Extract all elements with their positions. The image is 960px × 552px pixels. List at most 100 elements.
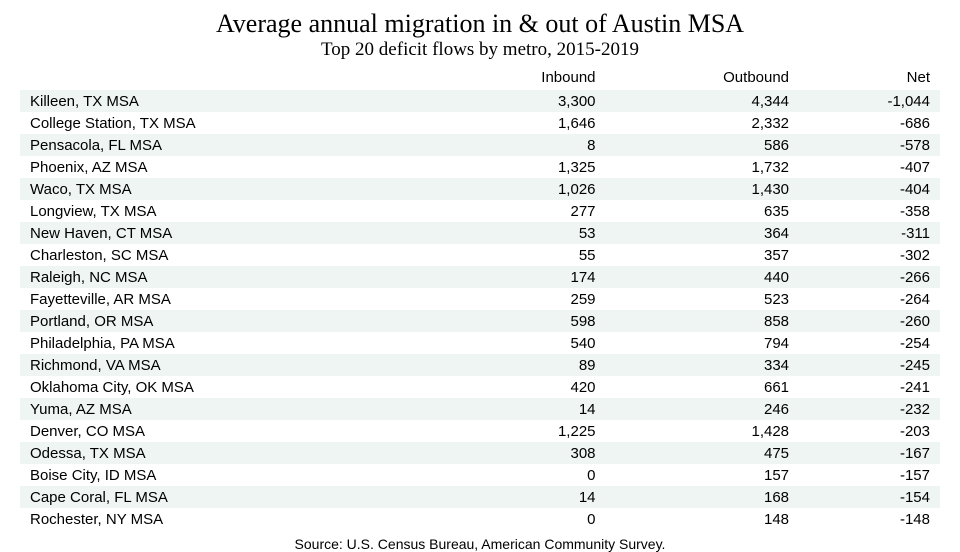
table-cell: Rochester, NY MSA (20, 508, 438, 530)
table-row: Philadelphia, PA MSA540794-254 (20, 332, 940, 354)
table-cell: 14 (438, 486, 605, 508)
table-cell: 14 (438, 398, 605, 420)
table-cell: 55 (438, 244, 605, 266)
table-cell: Oklahoma City, OK MSA (20, 376, 438, 398)
table-cell: -266 (799, 266, 940, 288)
table-cell: 174 (438, 266, 605, 288)
table-cell: -254 (799, 332, 940, 354)
col-metro (20, 67, 438, 90)
table-row: Cape Coral, FL MSA14168-154 (20, 486, 940, 508)
table-cell: Fayetteville, AR MSA (20, 288, 438, 310)
table-cell: -167 (799, 442, 940, 464)
table-header-row: Inbound Outbound Net (20, 67, 940, 90)
table-cell: New Haven, CT MSA (20, 222, 438, 244)
table-cell: -358 (799, 200, 940, 222)
table-row: Killeen, TX MSA3,3004,344-1,044 (20, 90, 940, 112)
table-row: Odessa, TX MSA308475-167 (20, 442, 940, 464)
table-cell: 0 (438, 464, 605, 486)
table-cell: Charleston, SC MSA (20, 244, 438, 266)
table-cell: 8 (438, 134, 605, 156)
table-row: Yuma, AZ MSA14246-232 (20, 398, 940, 420)
table-cell: 4,344 (606, 90, 800, 112)
table-cell: Odessa, TX MSA (20, 442, 438, 464)
table-cell: 440 (606, 266, 800, 288)
table-row: Waco, TX MSA1,0261,430-404 (20, 178, 940, 200)
table-row: Fayetteville, AR MSA259523-264 (20, 288, 940, 310)
col-inbound: Inbound (438, 67, 605, 90)
table-cell: Longview, TX MSA (20, 200, 438, 222)
table-cell: -232 (799, 398, 940, 420)
table-cell: Portland, OR MSA (20, 310, 438, 332)
table-cell: -241 (799, 376, 940, 398)
table-cell: 1,428 (606, 420, 800, 442)
migration-table: Inbound Outbound Net Killeen, TX MSA3,30… (20, 67, 940, 530)
table-cell: 334 (606, 354, 800, 376)
table-row: College Station, TX MSA1,6462,332-686 (20, 112, 940, 134)
table-cell: Pensacola, FL MSA (20, 134, 438, 156)
table-cell: 3,300 (438, 90, 605, 112)
table-row: Boise City, ID MSA0157-157 (20, 464, 940, 486)
table-cell: Philadelphia, PA MSA (20, 332, 438, 354)
table-cell: -260 (799, 310, 940, 332)
table-row: Charleston, SC MSA55357-302 (20, 244, 940, 266)
table-cell: -154 (799, 486, 940, 508)
table-cell: 1,732 (606, 156, 800, 178)
table-cell: -404 (799, 178, 940, 200)
table-row: New Haven, CT MSA53364-311 (20, 222, 940, 244)
table-cell: 635 (606, 200, 800, 222)
table-row: Phoenix, AZ MSA1,3251,732-407 (20, 156, 940, 178)
table-cell: 157 (606, 464, 800, 486)
table-cell: 1,026 (438, 178, 605, 200)
table-cell: 168 (606, 486, 800, 508)
table-cell: -148 (799, 508, 940, 530)
table-cell: -245 (799, 354, 940, 376)
table-cell: 586 (606, 134, 800, 156)
table-cell: -1,044 (799, 90, 940, 112)
table-cell: 308 (438, 442, 605, 464)
table-cell: 0 (438, 508, 605, 530)
table-cell: 794 (606, 332, 800, 354)
table-cell: 1,325 (438, 156, 605, 178)
table-row: Raleigh, NC MSA174440-266 (20, 266, 940, 288)
source-text: Source: U.S. Census Bureau, American Com… (20, 536, 940, 552)
table-cell: College Station, TX MSA (20, 112, 438, 134)
table-row: Portland, OR MSA598858-260 (20, 310, 940, 332)
table-cell: 259 (438, 288, 605, 310)
table-row: Longview, TX MSA277635-358 (20, 200, 940, 222)
table-cell: -302 (799, 244, 940, 266)
table-row: Richmond, VA MSA89334-245 (20, 354, 940, 376)
table-cell: -311 (799, 222, 940, 244)
col-net: Net (799, 67, 940, 90)
table-cell: Denver, CO MSA (20, 420, 438, 442)
table-cell: -157 (799, 464, 940, 486)
page-title: Average annual migration in & out of Aus… (20, 10, 940, 39)
table-cell: 661 (606, 376, 800, 398)
table-cell: 540 (438, 332, 605, 354)
table-cell: 475 (606, 442, 800, 464)
table-cell: Raleigh, NC MSA (20, 266, 438, 288)
table-cell: -203 (799, 420, 940, 442)
table-cell: 364 (606, 222, 800, 244)
table-cell: Boise City, ID MSA (20, 464, 438, 486)
table-cell: 246 (606, 398, 800, 420)
table-row: Denver, CO MSA1,2251,428-203 (20, 420, 940, 442)
table-row: Pensacola, FL MSA8586-578 (20, 134, 940, 156)
table-cell: Killeen, TX MSA (20, 90, 438, 112)
table-row: Oklahoma City, OK MSA420661-241 (20, 376, 940, 398)
table-cell: Phoenix, AZ MSA (20, 156, 438, 178)
table-cell: 858 (606, 310, 800, 332)
table-cell: 598 (438, 310, 605, 332)
page-subtitle: Top 20 deficit flows by metro, 2015-2019 (20, 39, 940, 62)
table-cell: 523 (606, 288, 800, 310)
table-cell: 2,332 (606, 112, 800, 134)
table-cell: Cape Coral, FL MSA (20, 486, 438, 508)
col-outbound: Outbound (606, 67, 800, 90)
table-cell: 1,225 (438, 420, 605, 442)
table-cell: -578 (799, 134, 940, 156)
table-cell: -686 (799, 112, 940, 134)
table-cell: 1,430 (606, 178, 800, 200)
table-cell: 277 (438, 200, 605, 222)
table-row: Rochester, NY MSA0148-148 (20, 508, 940, 530)
table-cell: 1,646 (438, 112, 605, 134)
table-cell: -264 (799, 288, 940, 310)
